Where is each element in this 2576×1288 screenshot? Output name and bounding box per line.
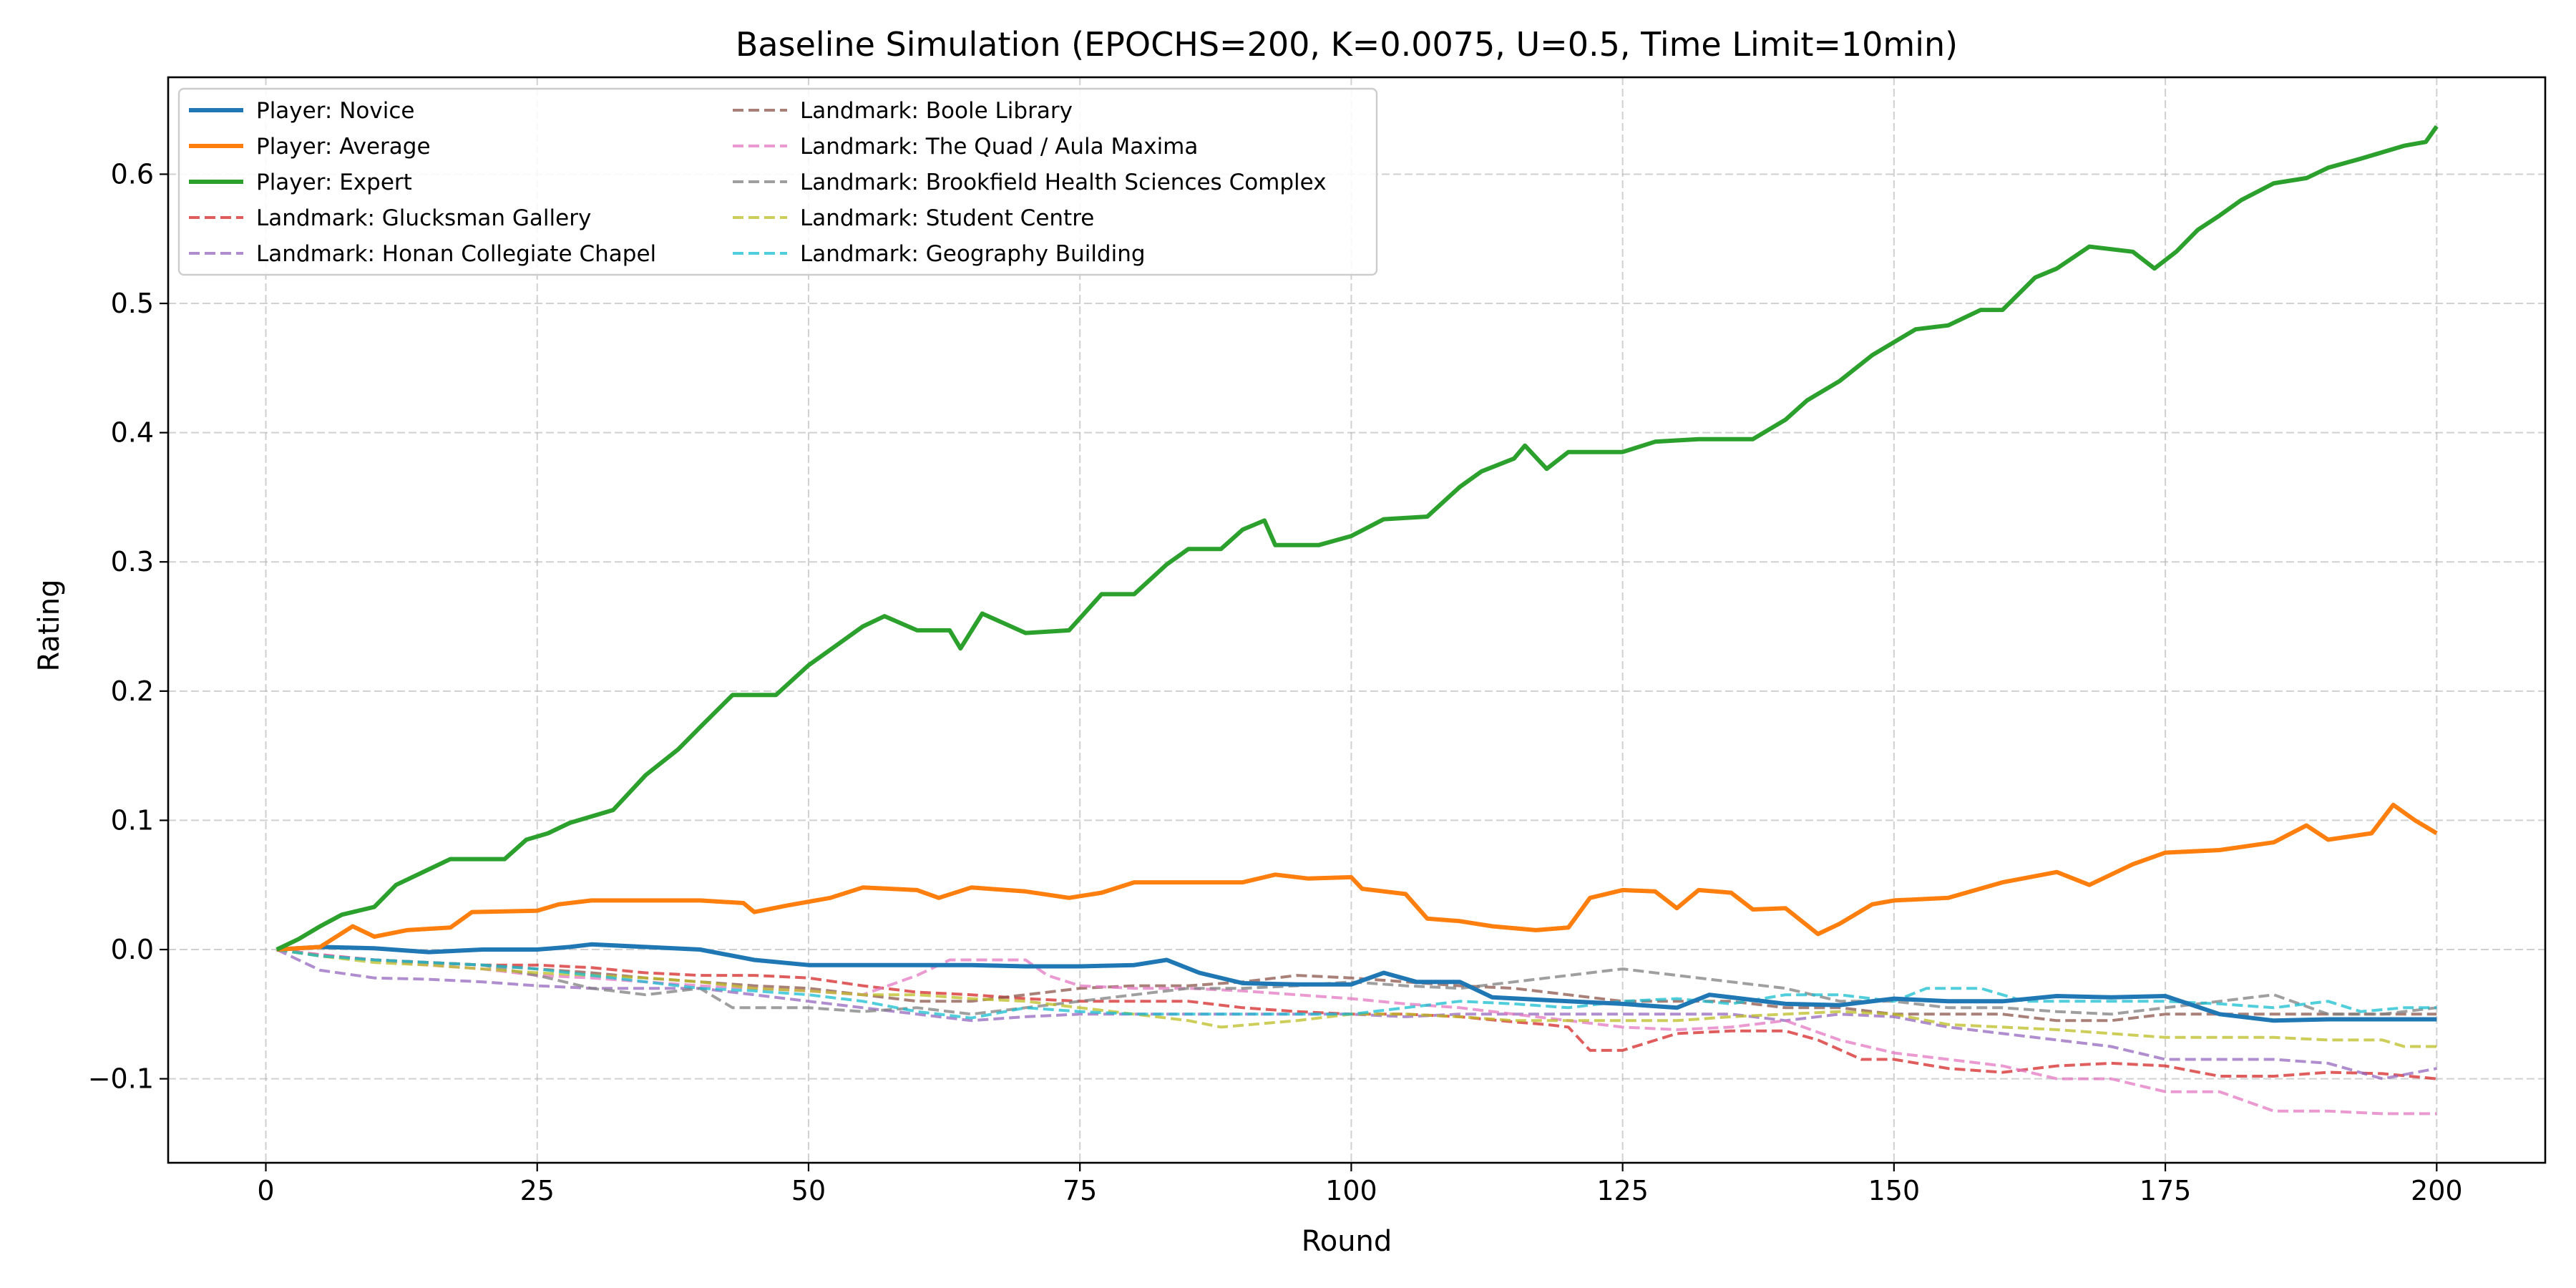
axes-frame: [167, 76, 2547, 1164]
series-lines: [275, 125, 2439, 1116]
x-axis-label: Round: [1302, 1225, 1392, 1258]
y-tick-label: 0.6: [111, 158, 154, 190]
series-line-player-novice: [276, 942, 2437, 1023]
series-line-player-average: [276, 802, 2438, 952]
legend-label: Landmark: Student Centre: [800, 205, 1094, 231]
y-tick-label: 0.3: [111, 546, 154, 577]
legend-label: Landmark: The Quad / Aula Maxima: [800, 134, 1198, 160]
legend-label: Player: Average: [256, 134, 431, 160]
y-axis-label: Rating: [33, 580, 66, 672]
series-line-player-expert: [275, 125, 2439, 952]
legend: Player: Novice Player: Average Player: Exp…: [177, 87, 1378, 276]
legend-label: Landmark: Honan Collegiate Chapel: [256, 241, 656, 267]
legend-label: Player: Novice: [256, 98, 414, 124]
legend-label: Landmark: Brookfield Health Sciences Com…: [800, 170, 1327, 195]
x-tick-label: 25: [520, 1175, 555, 1206]
x-tick-label: 125: [1596, 1175, 1649, 1206]
legend-label: Landmark: Glucksman Gallery: [256, 205, 591, 231]
y-tick-label: 0.5: [111, 288, 154, 319]
legend-label: Landmark: Boole Library: [800, 98, 1073, 124]
series-line-landmark-brookfield-health-sciences-complex: [276, 948, 2437, 1016]
y-tick-label: −0.1: [88, 1063, 154, 1095]
y-tick-label: 0.2: [111, 675, 154, 707]
y-tick-label: 0.1: [111, 804, 154, 836]
chart-title: Baseline Simulation (EPOCHS=200, K=0.007…: [736, 25, 1958, 64]
series-line-landmark-boole-library: [276, 948, 2437, 1023]
grid: [168, 77, 2545, 1163]
series-line-landmark-student-centre: [276, 948, 2437, 1048]
y-tick-label: 0.4: [111, 417, 154, 449]
series-line-landmark-the-quad-aula-maxima: [276, 948, 2437, 1116]
y-axis-ticks: −0.1 0.0 0.1 0.2 0.3 0.4 0.5 0.6: [88, 158, 168, 1095]
series-line-landmark-glucksman-gallery: [276, 948, 2437, 1080]
legend-box: [177, 87, 1378, 276]
x-tick-label: 0: [257, 1175, 274, 1206]
legend-label: Landmark: Geography Building: [800, 241, 1146, 267]
x-tick-label: 175: [2140, 1175, 2192, 1206]
x-tick-label: 200: [2411, 1175, 2463, 1206]
x-tick-label: 150: [1868, 1175, 1921, 1206]
x-tick-label: 75: [1063, 1175, 1097, 1206]
series-line-landmark-honan-collegiate-chapel: [275, 948, 2437, 1080]
series-line-landmark-geography-building: [276, 948, 2437, 1020]
x-axis-ticks: 0 25 50 75 100 125 150 175 200: [257, 1163, 2463, 1206]
legend-label: Player: Expert: [256, 170, 412, 195]
x-tick-label: 100: [1325, 1175, 1377, 1206]
x-tick-label: 50: [791, 1175, 826, 1206]
y-tick-label: 0.0: [111, 934, 154, 965]
